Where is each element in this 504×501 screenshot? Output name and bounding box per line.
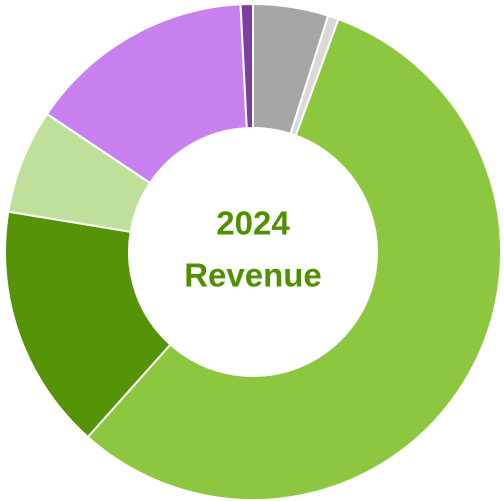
donut-segment (45, 3, 248, 185)
donut-segment (4, 210, 172, 439)
donut-segment (86, 17, 502, 501)
center-label: 2024 (216, 205, 290, 242)
center-label: Revenue (184, 257, 322, 294)
donut-segment (239, 2, 254, 130)
